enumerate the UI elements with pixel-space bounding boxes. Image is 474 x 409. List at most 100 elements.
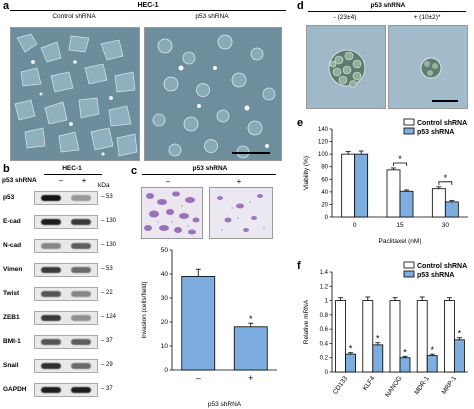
significance-bracket [393,162,407,166]
bar-control [386,169,401,218]
y-tick-label: 40 [161,271,169,278]
legend-label: p53 shRNA [417,129,454,136]
blot-protein-label: p53 [3,194,15,201]
blot-band-shrna [71,243,91,249]
y-tick-label: 0 [164,367,168,374]
significance-marker: * [458,329,462,339]
panel-b-letter: b [3,163,10,175]
blot-protein-label: GAPDH [3,386,27,393]
blot-band-control [41,267,61,273]
blot-strip [34,335,98,349]
blot-band-control [41,363,61,369]
blot-protein-label: Snail [3,362,19,369]
blot-band-shrna [71,267,91,273]
blot-row: GAPDH – 37 [3,381,121,401]
blot-band-control [41,315,61,321]
blot-protein-label: Vimen [3,266,23,273]
bar-shrna [399,190,414,218]
blot-row: N-cad – 130 [3,237,121,257]
panel-d-header: p53 shRNA [370,2,406,9]
blot-protein-label: Twist [3,290,20,297]
bar-shrna [354,153,369,218]
y-tick-label: 1 [325,299,329,305]
sphere-shrna-image [388,25,468,109]
bar-control [431,188,446,218]
x-tick-label: KLF4 [362,375,377,392]
blot-kda-marker: – 130 [101,242,117,248]
x-tick-label: – [196,373,201,383]
x-axis-label: Paclitaxel (nM) [379,238,422,245]
y-tick-label: 80 [321,165,328,171]
y-tick-label: 50 [161,247,169,254]
blot-kda-marker: – 37 [101,338,113,344]
legend-swatch [403,270,415,278]
bar-control [335,300,346,373]
legend-label: Control shRNA [417,263,467,270]
y-tick-label: 1.4 [320,270,329,276]
y-tick-label: 100 [318,152,329,158]
bar-shrna [233,326,268,371]
x-axis-label: p53 shRNA [208,401,242,408]
y-tick-label: 1.2 [320,284,329,290]
blot-band-control [41,291,61,297]
panel-c-header: p53 shRNA [192,165,228,172]
blot-band-shrna [71,219,91,225]
bar-shrna [181,276,216,371]
panel-b-header: HEC-1 [62,165,82,172]
bar-shrna [426,355,438,373]
y-tick-label: 0.8 [320,313,329,319]
western-blot: p53 – 53 E-cad – 130 N-cad – 130 Vimen – 53 Twis… [3,189,121,405]
legend-swatch [403,127,415,135]
blot-kda-marker: – 53 [101,266,113,272]
blot-row: BMI-1 – 37 [3,333,121,353]
blot-kda-marker: – 130 [101,218,117,224]
y-axis-label: Viability (%) [303,156,310,190]
blot-row: ZEB1 – 124 [3,309,121,329]
legend-label: Control shRNA [417,120,467,127]
bar-shrna [453,339,465,373]
blot-row: E-cad – 130 [3,213,121,233]
y-tick-label: 20 [321,202,328,208]
bar-control [341,153,356,218]
blot-band-control [41,387,61,393]
control-micrograph [10,27,140,161]
panel-d-letter: d [297,0,304,12]
transwell-control-image [141,187,203,239]
invasion-chart: 0 10 20 30 40 50 Invasion (cells/field) p53 shR… [141,247,277,408]
x-tick-label: MRP-1 [441,375,459,396]
blot-protein-label: ZEB1 [3,314,20,321]
x-tick-label: 15 [396,222,404,229]
y-tick-label: 140 [318,127,329,133]
x-tick-label: 30 [442,222,450,229]
bar-shrna [372,344,384,373]
y-axis-label: Invasion (cells/field) [141,281,148,338]
bar-control [443,300,455,373]
transwell-shrna-image [209,187,273,239]
blot-protein-label: E-cad [3,218,21,225]
panel-c-letter: c [131,165,138,177]
legend-label: p53 shRNA [417,272,454,279]
x-tick-label: CD133 [332,375,350,396]
blot-band-control [41,243,61,249]
blot-kda-marker: – 53 [101,194,113,200]
panel-a-header-rule [10,10,286,11]
y-tick-label: 60 [321,177,328,183]
bar-shrna [345,353,356,373]
significance-marker: * [444,173,448,183]
blot-band-control [41,195,61,201]
y-tick-label: 40 [321,190,328,196]
y-tick-label: 0 [325,370,329,376]
bar-control [362,300,374,373]
panel-c-plus: + [236,177,242,186]
y-tick-label: 120 [318,140,329,146]
panel-c-header-rule [142,174,276,175]
bar-control [389,300,401,373]
panel-a-header: HEC-1 [137,2,159,9]
panel-b-header-rule [44,174,102,175]
blot-band-shrna [71,363,91,369]
panel-d-right-caption: + (10±2)* [413,14,441,21]
panel-c-minus: – [165,177,171,186]
panel-e-letter: e [297,117,304,129]
panel-b-minus: – [58,176,64,185]
panel-d-header-rule [308,11,466,12]
